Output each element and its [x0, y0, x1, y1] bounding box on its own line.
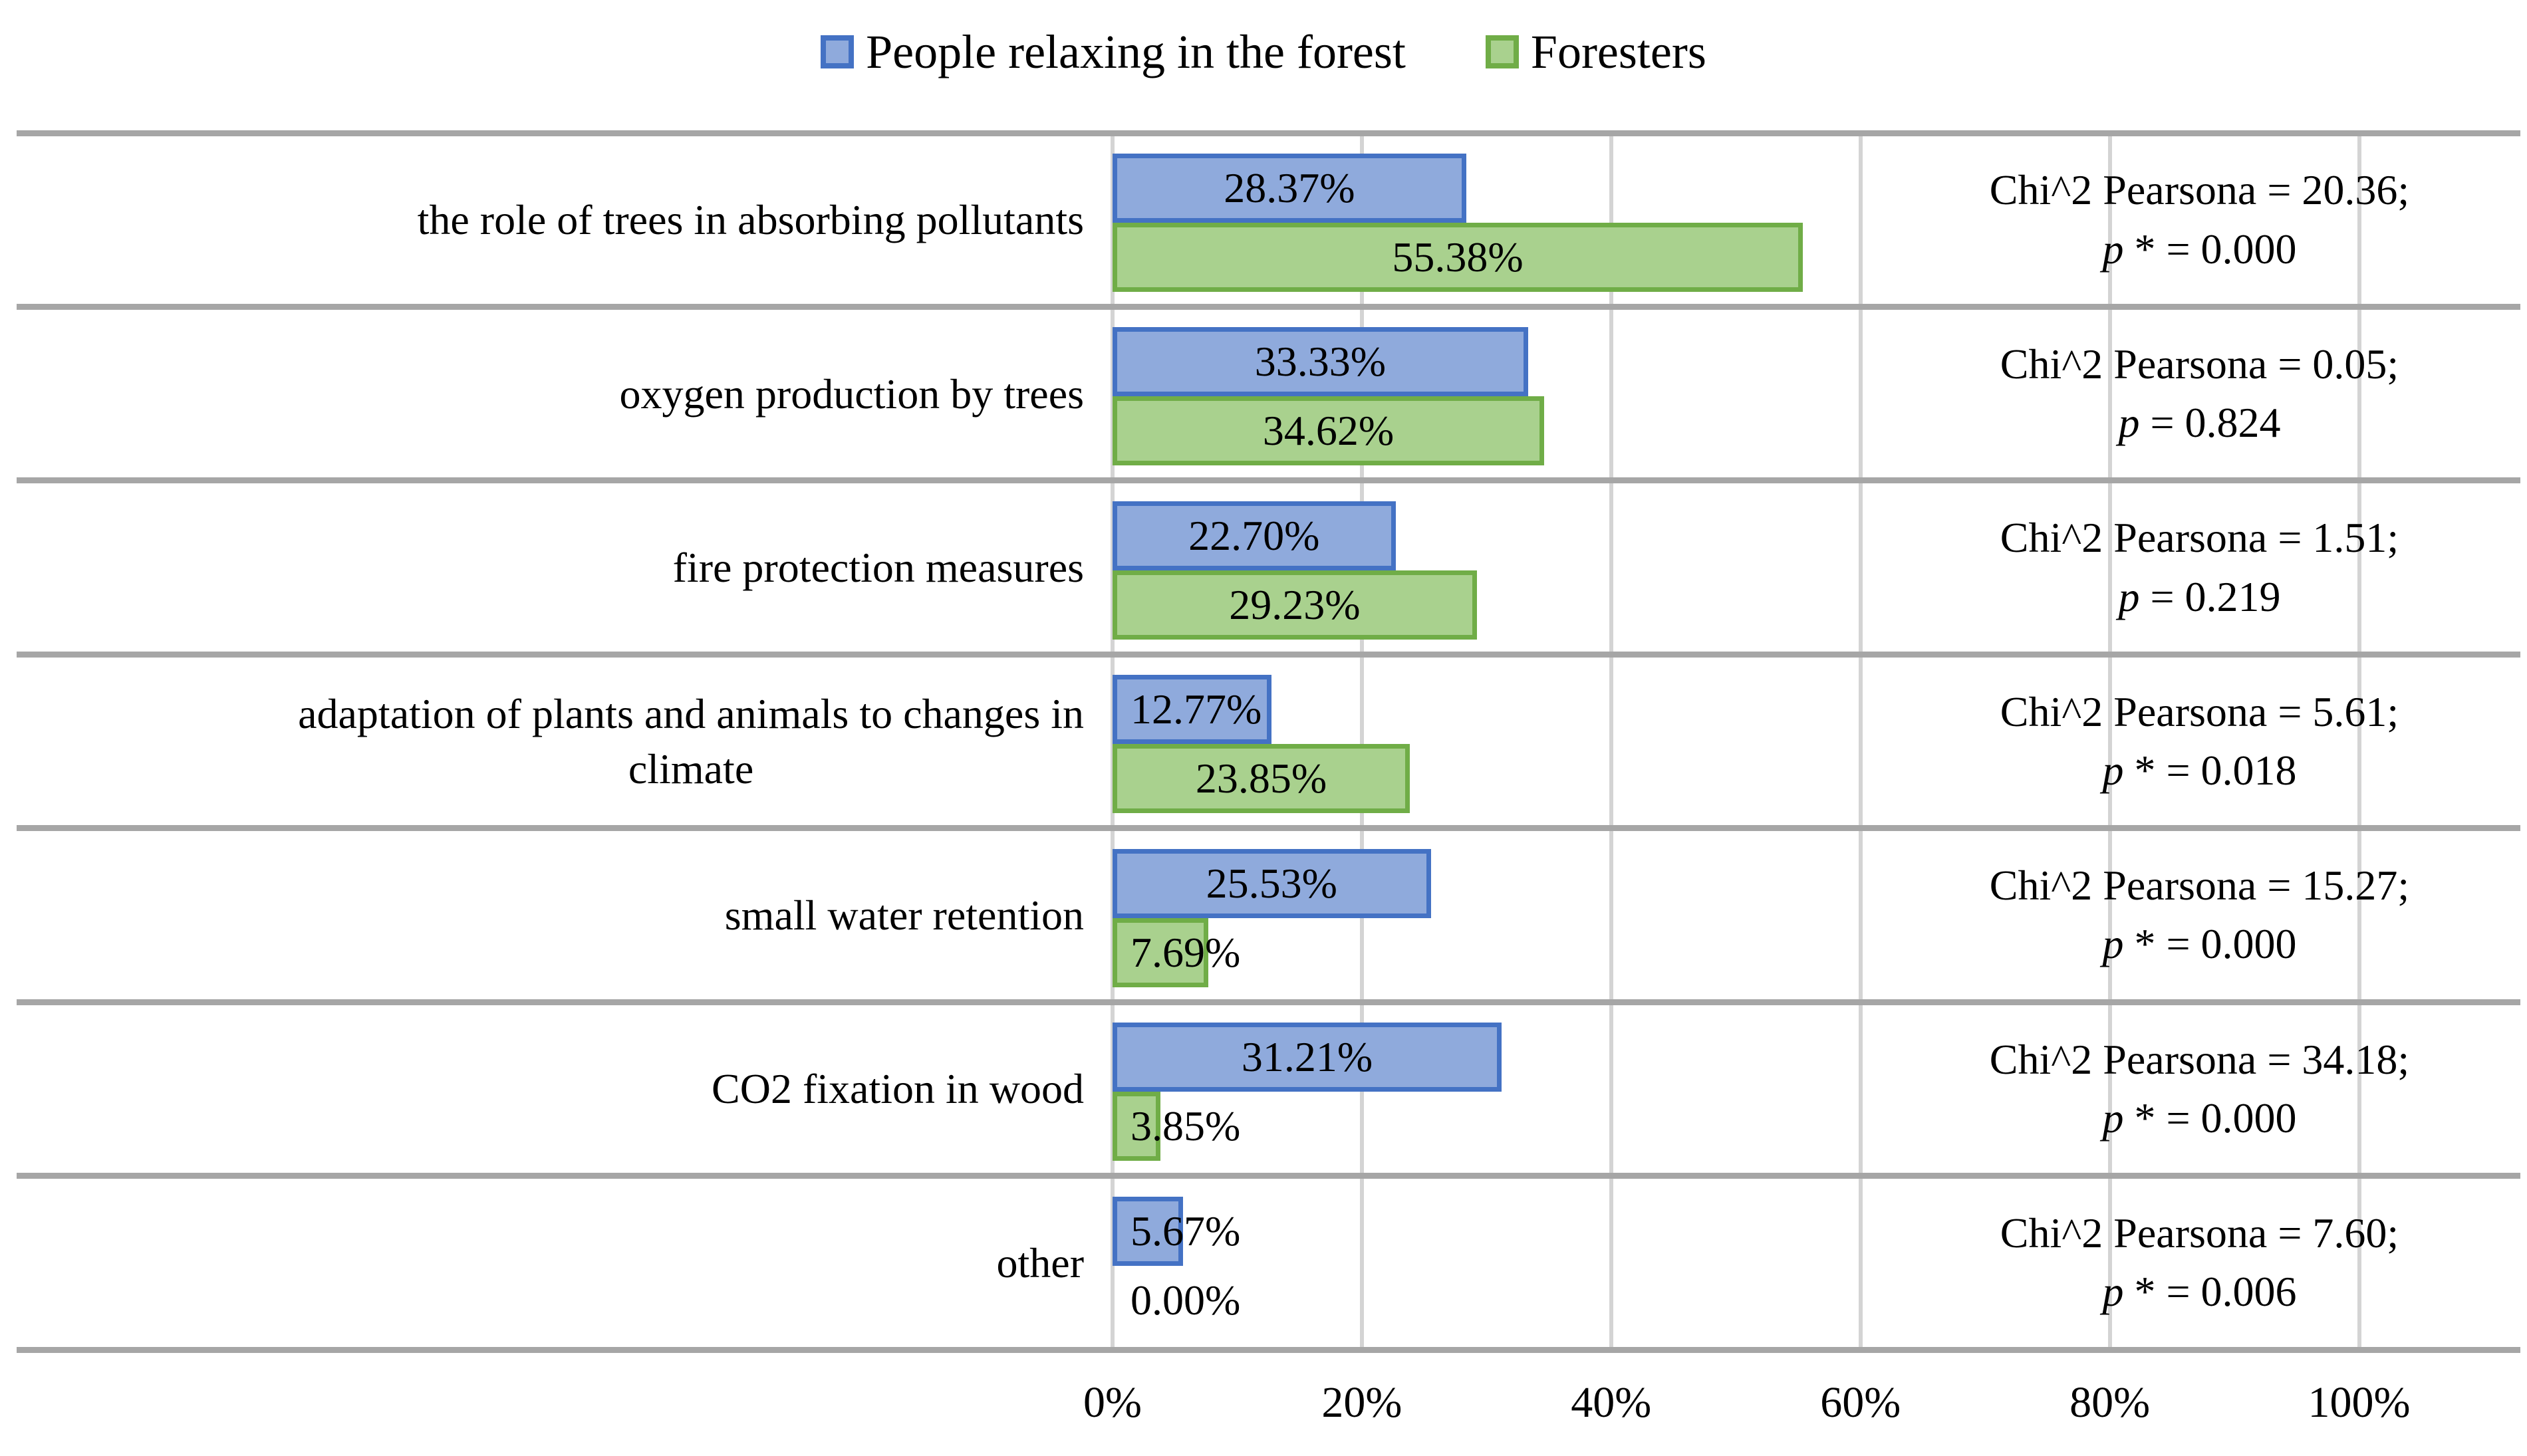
category-label: adaptation of plants and animals to chan…: [20, 654, 1084, 828]
legend-label: Foresters: [1530, 25, 1706, 78]
bar-people-relaxing: [1113, 501, 1396, 570]
legend-label: People relaxing in the forest: [866, 25, 1406, 78]
category-label: CO2 fixation in wood: [20, 1002, 1084, 1175]
chi-square-annotation: Chi^2 Pearsona = 15.27; p * = 0.000: [1899, 828, 2500, 1002]
bar-people-relaxing: [1113, 675, 1272, 745]
chi-square-value: Chi^2 Pearsona = 0.05;: [2000, 340, 2399, 388]
chi-square-value: Chi^2 Pearsona = 7.60;: [2000, 1209, 2399, 1257]
row-separator: [17, 477, 2520, 484]
bar-value-label: 7.69%: [1130, 928, 1241, 976]
row-separator: [17, 999, 2520, 1005]
row-separator: [17, 1173, 2520, 1179]
gridline: [1359, 133, 1364, 1350]
chi-square-annotation: Chi^2 Pearsona = 34.18; p * = 0.000: [1899, 1002, 2500, 1175]
bar-value-label: 22.70%: [1188, 511, 1320, 559]
x-axis-tick-label: 40%: [1571, 1378, 1652, 1427]
bar-value-label: 34.62%: [1262, 407, 1395, 455]
p-value: p = 0.219: [2118, 572, 2281, 620]
gridline: [2107, 133, 2112, 1350]
row-separator: [17, 130, 2520, 136]
category-label-text: fire protection measures: [672, 543, 1084, 591]
chi-square-value: Chi^2 Pearsona = 20.36;: [1989, 166, 2410, 214]
bar-value-label: 29.23%: [1229, 580, 1361, 628]
bar-value-label: 55.38%: [1392, 233, 1524, 281]
bar-value-label: 25.53%: [1206, 859, 1337, 907]
bar-value-label: 31.21%: [1241, 1033, 1373, 1081]
legend-swatch-blue-icon: [821, 35, 855, 68]
x-axis-tick-label: 60%: [1820, 1378, 1901, 1427]
legend-swatch-green-icon: [1485, 35, 1519, 68]
category-label-text: other: [996, 1239, 1085, 1286]
chi-square-annotation: Chi^2 Pearsona = 1.51; p = 0.219: [1899, 481, 2500, 654]
bar-value-label: 5.67%: [1130, 1207, 1241, 1255]
category-label-text: oxygen production by trees: [619, 370, 1085, 418]
bar-foresters: [1113, 570, 1477, 640]
category-label: other: [20, 1176, 1085, 1350]
bar-people-relaxing: [1113, 1023, 1502, 1092]
gridline: [2357, 133, 2361, 1350]
category-label: small water retention: [20, 828, 1084, 1002]
row-separator: [17, 1346, 2520, 1353]
chi-square-value: Chi^2 Pearsona = 34.18;: [1989, 1035, 2410, 1083]
chi-square-annotation: Chi^2 Pearsona = 5.61; p * = 0.018: [1899, 654, 2500, 828]
bar-value-label: 0.00%: [1130, 1276, 1241, 1324]
bar-value-label: 28.37%: [1224, 164, 1355, 211]
chi-square-annotation: Chi^2 Pearsona = 0.05; p = 0.824: [1899, 306, 2500, 480]
gridline: [1609, 133, 1613, 1350]
category-label-text: CO2 fixation in wood: [712, 1065, 1084, 1113]
legend-item-people-relaxing: People relaxing in the forest: [821, 25, 1406, 80]
bar-people-relaxing: [1113, 1196, 1184, 1266]
p-value: p * = 0.000: [2102, 920, 2297, 968]
row-separator: [17, 825, 2520, 832]
category-label: fire protection measures: [20, 481, 1084, 654]
bar-foresters: [1113, 396, 1544, 466]
x-axis-tick-label: 20%: [1321, 1378, 1402, 1427]
gridline: [1858, 133, 1863, 1350]
p-value: p * = 0.000: [2102, 1094, 2297, 1142]
bar-people-relaxing: [1113, 848, 1431, 918]
bar-foresters: [1113, 917, 1209, 987]
chi-square-value: Chi^2 Pearsona = 5.61;: [2000, 687, 2399, 735]
category-label-text: small water retention: [724, 891, 1084, 939]
category-label: oxygen production by trees: [20, 306, 1085, 480]
row-separator: [17, 303, 2520, 310]
row-separator: [17, 651, 2520, 658]
bar-value-label: 23.85%: [1195, 755, 1327, 802]
bar-foresters: [1113, 1092, 1161, 1161]
bar-people-relaxing: [1113, 327, 1528, 397]
category-label: the role of trees in absorbing pollutant…: [20, 133, 1084, 306]
p-value: p = 0.824: [2118, 399, 2281, 447]
chi-square-annotation: Chi^2 Pearsona = 20.36; p * = 0.000: [1899, 133, 2500, 306]
category-label-text: adaptation of plants and animals to chan…: [298, 689, 1084, 792]
category-label-text: the role of trees in absorbing pollutant…: [417, 196, 1084, 244]
chi-square-value: Chi^2 Pearsona = 15.27;: [1989, 862, 2410, 910]
x-axis-tick-label: 0%: [1083, 1378, 1142, 1427]
bar-foresters: [1113, 744, 1410, 814]
bar-value-label: 33.33%: [1254, 338, 1387, 386]
legend-item-foresters: Foresters: [1485, 25, 1706, 80]
chi-square-value: Chi^2 Pearsona = 1.51;: [2000, 514, 2399, 562]
p-value: p * = 0.006: [2102, 1268, 2297, 1316]
legend: People relaxing in the forest Foresters: [0, 12, 2527, 92]
p-value: p * = 0.000: [2102, 225, 2297, 273]
bar-people-relaxing: [1113, 154, 1466, 223]
p-value: p * = 0.018: [2102, 746, 2297, 794]
bar-foresters: [1113, 223, 1803, 292]
bar-value-label: 12.77%: [1130, 685, 1262, 733]
x-axis-tick-label: 80%: [2069, 1378, 2151, 1427]
bar-value-label: 3.85%: [1130, 1102, 1241, 1150]
chi-square-annotation: Chi^2 Pearsona = 7.60; p * = 0.006: [1899, 1176, 2500, 1350]
x-axis-tick-label: 100%: [2308, 1378, 2411, 1427]
